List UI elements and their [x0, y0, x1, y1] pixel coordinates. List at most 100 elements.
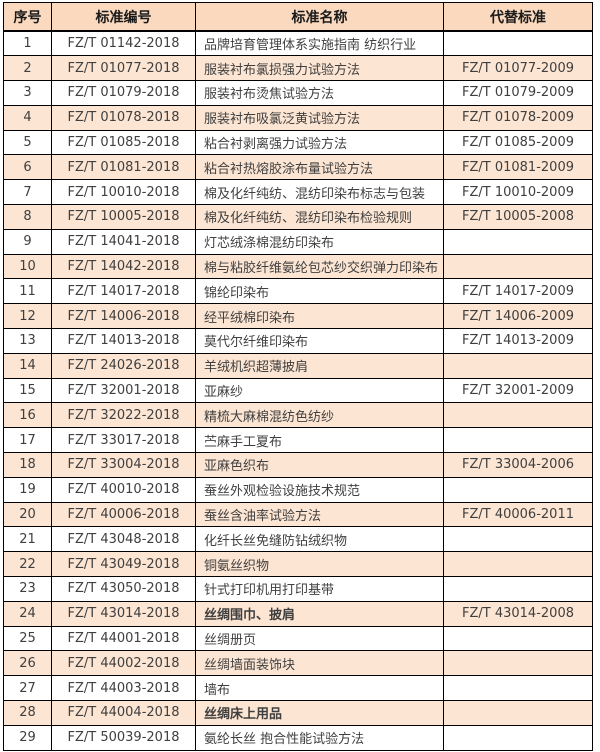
cell-replaced-standard: FZ/T 14013-2009 — [443, 328, 593, 354]
cell-standard-name: 棉及化纤纯纺、混纺印染布检验规则 — [195, 204, 444, 230]
table-row: 20 FZ/T 40006-2018 蚕丝含油率试验方法 FZ/T 40006-201… — [3, 501, 593, 528]
cell-serial-number: 14 — [3, 352, 52, 379]
table-row: 8 FZ/T 10005-2018 棉及化纤纯纺、混纺印染布检验规则 FZ/T 100… — [3, 204, 593, 230]
table-header-row: 序号 标准编号 标准名称 代替标准 — [3, 2, 593, 32]
cell-replaced-standard: FZ/T 01077-2009 — [443, 55, 593, 82]
cell-serial-number: 5 — [3, 129, 52, 156]
cell-replaced-standard — [443, 724, 593, 751]
cell-standard-name: 化纤长丝免缝防钻绒织物 — [195, 526, 444, 553]
cell-standard-name: 墙布 — [195, 675, 444, 702]
table-row: 2 FZ/T 01077-2018 服装衬布氯损强力试验方法 FZ/T 01077-2… — [3, 55, 593, 82]
cell-standard-name: 粘合衬剥离强力试验方法 — [195, 129, 444, 156]
cell-standard-code: FZ/T 14013-2018 — [51, 328, 196, 354]
table-row: 22 FZ/T 43049-2018 铜氨丝织物 — [3, 551, 593, 578]
cell-standard-name: 氨纶长丝 抱合性能试验方法 — [195, 724, 444, 751]
cell-standard-code: FZ/T 24026-2018 — [51, 352, 196, 379]
cell-standard-name: 粘合衬热熔胶涂布量试验方法 — [195, 154, 444, 181]
cell-standard-name: 苎麻手工夏布 — [195, 427, 444, 454]
cell-standard-code: FZ/T 44002-2018 — [51, 650, 196, 677]
cell-replaced-standard — [443, 30, 593, 57]
table-row: 15 FZ/T 32001-2018 亚麻纱 FZ/T 32001-2009 — [3, 377, 593, 404]
cell-serial-number: 9 — [3, 228, 52, 255]
cell-standard-code: FZ/T 14017-2018 — [51, 278, 196, 305]
cell-standard-code: FZ/T 01079-2018 — [51, 80, 196, 106]
cell-standard-code: FZ/T 01085-2018 — [51, 129, 196, 156]
cell-replaced-standard: FZ/T 10010-2009 — [443, 179, 593, 206]
table-row: 18 FZ/T 33004-2018 亚麻色织布 FZ/T 33004-2006 — [3, 452, 593, 478]
cell-serial-number: 6 — [3, 154, 52, 181]
cell-standard-code: FZ/T 40006-2018 — [51, 501, 196, 528]
cell-serial-number: 2 — [3, 55, 52, 82]
table-row: 3 FZ/T 01079-2018 服装衬布烫焦试验方法 FZ/T 01079-200… — [3, 80, 593, 106]
cell-serial-number: 8 — [3, 204, 52, 230]
cell-serial-number: 19 — [3, 476, 52, 503]
cell-standard-name: 精梳大麻棉混纺色纺纱 — [195, 402, 444, 429]
cell-serial-number: 3 — [3, 80, 52, 106]
table-row: 19 FZ/T 40010-2018 蚕丝外观检验设施技术规范 — [3, 476, 593, 503]
table-row: 16 FZ/T 32022-2018 精梳大麻棉混纺色纺纱 — [3, 402, 593, 429]
cell-serial-number: 29 — [3, 724, 52, 751]
cell-replaced-standard: FZ/T 01078-2009 — [443, 104, 593, 131]
cell-serial-number: 10 — [3, 253, 52, 280]
cell-standard-code: FZ/T 40010-2018 — [51, 476, 196, 503]
standards-table-container: 序号 标准编号 标准名称 代替标准 1 FZ/T 01142-2018 品牌培育管理… — [3, 2, 593, 751]
cell-standard-code: FZ/T 50039-2018 — [51, 724, 196, 751]
cell-replaced-standard: FZ/T 10005-2008 — [443, 204, 593, 230]
table-row: 17 FZ/T 33017-2018 苎麻手工夏布 — [3, 427, 593, 454]
table-row: 27 FZ/T 44003-2018 墙布 — [3, 675, 593, 702]
cell-replaced-standard — [443, 650, 593, 677]
cell-standard-code: FZ/T 44004-2018 — [51, 700, 196, 726]
cell-replaced-standard — [443, 228, 593, 255]
cell-standard-code: FZ/T 01142-2018 — [51, 30, 196, 57]
cell-replaced-standard: FZ/T 40006-2011 — [443, 501, 593, 528]
cell-standard-name: 品牌培育管理体系实施指南 纺织行业 — [195, 30, 444, 57]
table-row: 28 FZ/T 44004-2018 丝绸床上用品 — [3, 700, 593, 726]
table-row: 11 FZ/T 14017-2018 锦纶印染布 FZ/T 14017-2009 — [3, 278, 593, 305]
cell-serial-number: 15 — [3, 377, 52, 404]
cell-standard-code: FZ/T 01077-2018 — [51, 55, 196, 82]
cell-replaced-standard: FZ/T 33004-2006 — [443, 452, 593, 478]
table-row: 6 FZ/T 01081-2018 粘合衬热熔胶涂布量试验方法 FZ/T 01081-… — [3, 154, 593, 181]
table-row: 12 FZ/T 14006-2018 经平绒棉印染布 FZ/T 14006-2009 — [3, 303, 593, 330]
cell-standard-code: FZ/T 43049-2018 — [51, 551, 196, 578]
table-row: 23 FZ/T 43050-2018 针式打印机用打印基带 — [3, 576, 593, 602]
cell-replaced-standard — [443, 700, 593, 726]
table-row: 26 FZ/T 44002-2018 丝绸墙面装饰块 — [3, 650, 593, 677]
cell-standard-code: FZ/T 33004-2018 — [51, 452, 196, 478]
table-row: 10 FZ/T 14042-2018 棉与粘胶纤维氨纶包芯纱交织弹力印染布 — [3, 253, 593, 280]
cell-replaced-standard — [443, 476, 593, 503]
cell-standard-name: 服装衬布烫焦试验方法 — [195, 80, 444, 106]
cell-serial-number: 25 — [3, 625, 52, 652]
cell-standard-code: FZ/T 33017-2018 — [51, 427, 196, 454]
header-standard-name: 标准名称 — [195, 2, 444, 32]
table-row: 25 FZ/T 44001-2018 丝绸册页 — [3, 625, 593, 652]
cell-standard-name: 蚕丝外观检验设施技术规范 — [195, 476, 444, 503]
cell-standard-code: FZ/T 01081-2018 — [51, 154, 196, 181]
cell-replaced-standard: FZ/T 01085-2009 — [443, 129, 593, 156]
cell-replaced-standard: FZ/T 14017-2009 — [443, 278, 593, 305]
cell-serial-number: 26 — [3, 650, 52, 677]
cell-serial-number: 27 — [3, 675, 52, 702]
cell-serial-number: 22 — [3, 551, 52, 578]
cell-standard-code: FZ/T 14041-2018 — [51, 228, 196, 255]
cell-replaced-standard — [443, 402, 593, 429]
cell-standard-code: FZ/T 43050-2018 — [51, 576, 196, 602]
cell-replaced-standard: FZ/T 43014-2008 — [443, 600, 593, 627]
cell-standard-name: 服装衬布吸氯泛黄试验方法 — [195, 104, 444, 131]
table-row: 5 FZ/T 01085-2018 粘合衬剥离强力试验方法 FZ/T 01085-20… — [3, 129, 593, 156]
cell-serial-number: 28 — [3, 700, 52, 726]
cell-serial-number: 13 — [3, 328, 52, 354]
header-serial-number: 序号 — [3, 2, 52, 32]
standards-table: 序号 标准编号 标准名称 代替标准 1 FZ/T 01142-2018 品牌培育管理… — [3, 2, 593, 751]
cell-replaced-standard: FZ/T 32001-2009 — [443, 377, 593, 404]
cell-standard-code: FZ/T 43048-2018 — [51, 526, 196, 553]
cell-replaced-standard — [443, 253, 593, 280]
cell-standard-code: FZ/T 14006-2018 — [51, 303, 196, 330]
cell-serial-number: 12 — [3, 303, 52, 330]
cell-standard-name: 蚕丝含油率试验方法 — [195, 501, 444, 528]
cell-serial-number: 11 — [3, 278, 52, 305]
cell-serial-number: 21 — [3, 526, 52, 553]
table-row: 1 FZ/T 01142-2018 品牌培育管理体系实施指南 纺织行业 — [3, 30, 593, 57]
header-replaced-standard: 代替标准 — [443, 2, 593, 32]
